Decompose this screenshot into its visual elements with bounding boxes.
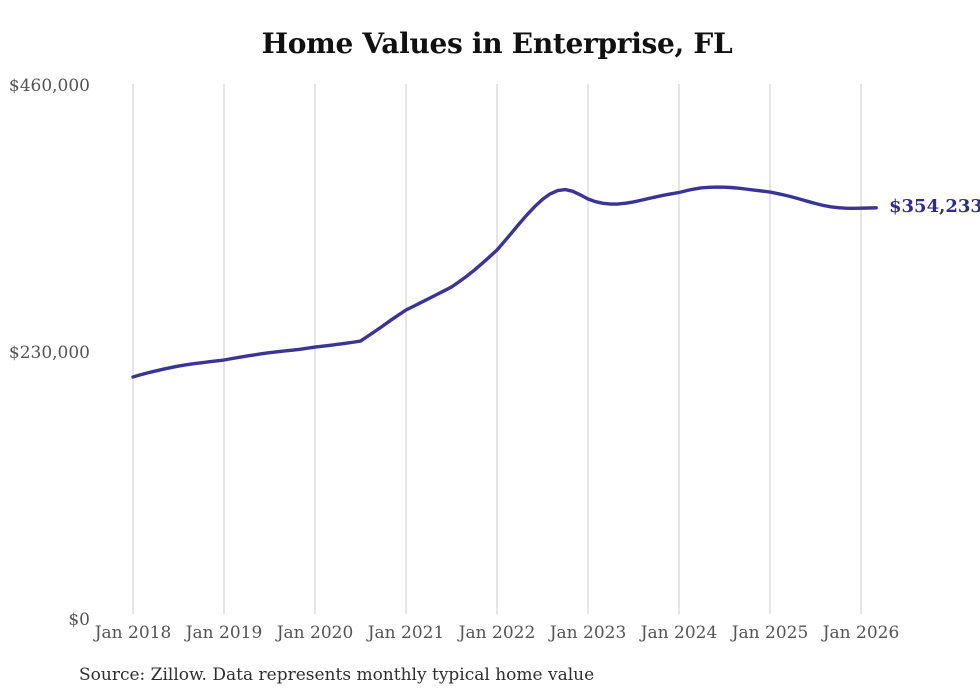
home-values-line-chart: Jan 2018 Jan 2019 Jan 2020 Jan 2021 Jan 2022… bbox=[9, 76, 900, 643]
y-tick-label: $460,000 bbox=[9, 76, 90, 96]
x-tick-label: Jan 2021 bbox=[366, 623, 445, 643]
x-tick-label: Jan 2024 bbox=[639, 623, 718, 643]
x-tick-label: Jan 2025 bbox=[730, 623, 809, 643]
x-tick-label: Jan 2019 bbox=[184, 623, 263, 643]
x-tick-label: Jan 2022 bbox=[457, 623, 536, 643]
source-note: Source: Zillow. Data represents monthly … bbox=[79, 665, 595, 685]
x-tick-label: Jan 2026 bbox=[821, 623, 900, 643]
y-tick-label: $230,000 bbox=[9, 343, 90, 363]
page-title: Home Values in Enterprise, FL bbox=[261, 27, 733, 60]
x-tick-label: Jan 2018 bbox=[93, 623, 172, 643]
x-tick-label: Jan 2023 bbox=[548, 623, 627, 643]
x-tick-label: Jan 2020 bbox=[275, 623, 354, 643]
y-tick-label: $0 bbox=[68, 610, 90, 630]
home-value-line bbox=[131, 185, 878, 379]
latest-value-label: $354,233 bbox=[889, 196, 980, 217]
